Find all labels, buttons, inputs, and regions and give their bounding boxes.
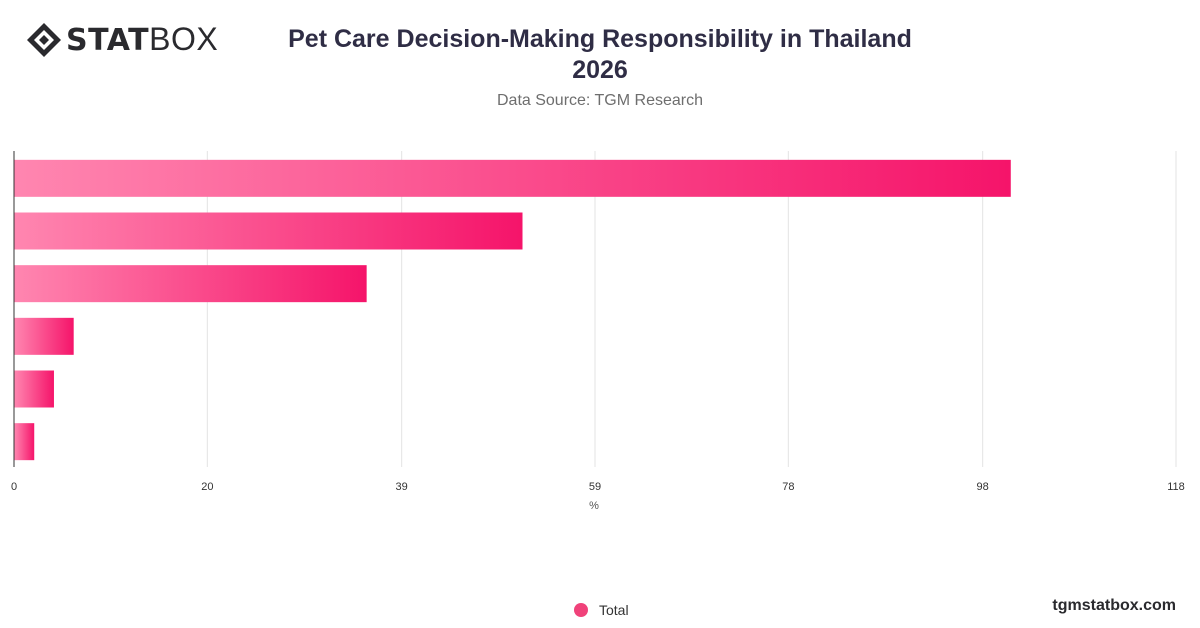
x-axis-title: % (589, 500, 599, 512)
x-tick-label: 98 (977, 481, 989, 493)
chart-title: Pet Care Decision-Making Responsibility … (0, 24, 1200, 86)
bar[interactable] (14, 212, 523, 250)
bar[interactable] (14, 423, 35, 461)
logo-text: STATBOX (66, 21, 218, 59)
statbox-logo: STATBOX (26, 21, 218, 59)
legend-item-total[interactable]: Total (574, 602, 629, 618)
chart-title-line1: Pet Care Decision-Making Responsibility … (288, 25, 912, 53)
x-axis: 0 20 39 59 78 98 118 (11, 151, 1185, 493)
x-tick-label: 0 (11, 481, 17, 493)
legend-label: Total (599, 602, 629, 618)
bar[interactable] (14, 370, 54, 408)
chart-title-line2: 2026 (572, 56, 628, 84)
bar[interactable] (14, 265, 367, 303)
legend-marker-icon (574, 603, 588, 617)
x-tick-label: 20 (201, 481, 213, 493)
x-tick-label: 39 (396, 481, 408, 493)
bar[interactable] (14, 159, 1011, 197)
grid-lines (206, 151, 1177, 467)
logo-text-light: BOX (149, 21, 219, 57)
x-tick-label: 78 (782, 481, 794, 493)
bar-series (14, 159, 1011, 461)
x-tick-label: 118 (1167, 481, 1185, 493)
watermark: tgmstatbox.com (1052, 597, 1176, 614)
chart-subtitle: Data Source: TGM Research (496, 92, 703, 109)
statbox-diamond-icon (27, 23, 61, 57)
logo-text-bold: STAT (66, 23, 150, 58)
x-tick-label: 59 (589, 481, 601, 493)
bar[interactable] (14, 317, 74, 355)
